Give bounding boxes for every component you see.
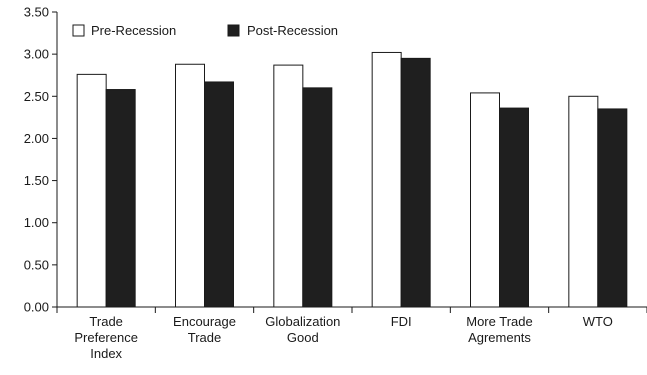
legend: Pre-Recession Post-Recession — [72, 23, 338, 38]
y-tick-label: 1.50 — [24, 173, 49, 188]
legend-label-post-recession: Post-Recession — [247, 23, 338, 38]
legend-item-post-recession: Post-Recession — [227, 23, 338, 38]
x-tick-label: More Trade Agrements — [466, 314, 532, 345]
x-tick-label: Globalization Good — [265, 314, 340, 345]
x-tick-label-line: Globalization — [265, 314, 340, 329]
bars — [76, 51, 628, 308]
bar-post-recession-3 — [400, 57, 431, 308]
y-axis: 0.00 0.50 1.00 1.50 2.00 2.50 3.00 3.50 — [24, 5, 58, 315]
y-tick-label: 2.50 — [24, 89, 49, 104]
x-tick-label-line: FDI — [391, 314, 412, 329]
legend-swatch-post-recession — [227, 24, 240, 37]
x-tick-label: FDI — [391, 314, 412, 329]
legend-item-pre-recession: Pre-Recession — [72, 23, 176, 38]
bar-post-recession-1 — [204, 81, 234, 308]
y-tick-label: 2.00 — [24, 131, 49, 146]
bar-post-recession-4 — [499, 107, 529, 308]
legend-swatch-pre-recession — [72, 24, 85, 37]
x-tick-label-line: Good — [287, 330, 319, 345]
y-tick-label: 3.00 — [24, 47, 49, 62]
x-tick-label: Trade Preference Index — [74, 314, 138, 361]
x-axis — [56, 306, 647, 313]
x-tick-label: WTO — [583, 314, 613, 329]
x-tick-label-line: WTO — [583, 314, 613, 329]
x-tick-label: Encourage Trade — [173, 314, 236, 345]
bar-pre-recession-4 — [470, 92, 500, 308]
y-tick-label: 0.00 — [24, 300, 49, 315]
x-tick-label-line: More Trade — [466, 314, 532, 329]
bar-post-recession-5 — [597, 108, 628, 308]
bar-pre-recession-1 — [175, 63, 205, 308]
bar-pre-recession-5 — [568, 95, 599, 308]
x-tick-label-line: Encourage — [173, 314, 236, 329]
y-tick-label: 0.50 — [24, 257, 49, 272]
bar-pre-recession-3 — [371, 51, 402, 308]
bar-post-recession-2 — [302, 87, 333, 308]
bar-pre-recession-2 — [273, 64, 304, 308]
x-tick-label-line: Index — [90, 346, 122, 361]
legend-label-pre-recession: Pre-Recession — [91, 23, 176, 38]
x-tick-label-line: Agrements — [468, 330, 531, 345]
bar-pre-recession-0 — [76, 73, 107, 308]
x-tick-label-line: Preference — [74, 330, 138, 345]
x-tick-label-line: Trade — [89, 314, 122, 329]
bar-post-recession-0 — [105, 89, 136, 308]
y-tick-label: 1.00 — [24, 215, 49, 230]
x-tick-label-line: Trade — [188, 330, 221, 345]
y-tick-label: 3.50 — [24, 5, 49, 20]
